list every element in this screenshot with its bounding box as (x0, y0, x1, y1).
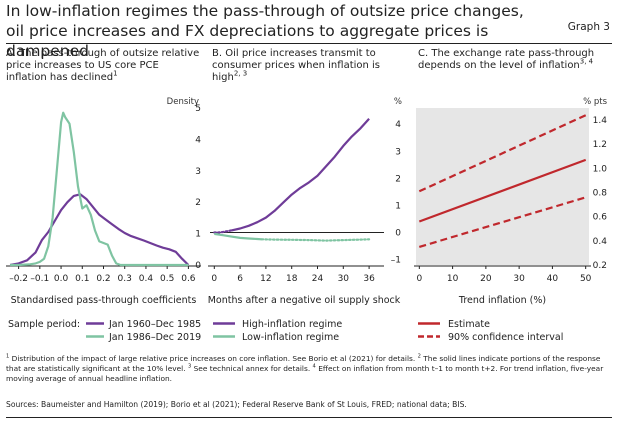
panel-a-ytick-label: 4 (195, 135, 201, 145)
panel-a-title: A. The pass-through of outsize relative … (6, 48, 201, 84)
footnote-1-marker: 1 (6, 353, 10, 360)
panel-a-unit-label: Density (167, 97, 199, 107)
panel-a-xtick-label: 0.0 (54, 274, 69, 284)
panel-c-ytick-label: 0.2 (593, 261, 607, 271)
panel-a-ytick-label: 3 (195, 167, 201, 177)
top-rule (6, 43, 612, 44)
panel-b-series-0-line-segment-0 (213, 229, 233, 234)
panel-b-legend-label-0: High-inflation regime (242, 319, 342, 330)
panel-b-unit-label: % (394, 97, 402, 107)
panel-a-ytick-label: 5 (195, 104, 201, 114)
panel-c-legend-label-1: 90% confidence interval (448, 332, 563, 343)
panel-a-xtick-label: 0.5 (160, 274, 174, 284)
footnote-4-marker: 4 (312, 363, 316, 370)
panel-b-ytick-label: 2 (395, 174, 401, 184)
panel-c-title: C. The exchange rate pass-through depend… (418, 48, 613, 72)
panel-c-title-text: C. The exchange rate pass-through depend… (418, 48, 595, 71)
panel-c-xlabel: Trend inflation (%) (458, 295, 546, 306)
panel-b-xtick-label: 18 (286, 274, 298, 284)
panel-b-ytick-label: 1 (395, 201, 401, 211)
panel-a-series-1-line (10, 111, 189, 267)
panel-b-ytick-label: –1 (391, 256, 401, 266)
panel-c-xtick-label: 40 (547, 274, 559, 284)
panel-c-series-0-line (418, 158, 587, 223)
panel-c-xtick-label: 50 (580, 274, 592, 284)
panel-b-title: B. Oil price increases transmit to consu… (212, 48, 397, 84)
footnote-4: Effect on inflation from month t–1 to mo… (6, 364, 604, 383)
panel-b-xlabel: Months after a negative oil supply shock (208, 295, 401, 306)
panel-c-ytick-label: 0.4 (593, 237, 608, 247)
panel-a-xtick-label: 0.4 (139, 274, 154, 284)
panel-b-series-1-line-segment-0 (214, 232, 262, 241)
panel-a-title-text: A. The pass-through of outsize relative … (6, 48, 200, 83)
panel-c-ytick-label: 0.6 (593, 213, 608, 223)
panel-b-ytick-label: 0 (395, 229, 401, 239)
footnote-3-marker: 3 (187, 363, 192, 370)
footnote-2-marker: 2 (417, 353, 421, 360)
panel-c-ytick-label: 1.0 (593, 164, 608, 174)
panel-a-series-0-line (9, 193, 190, 267)
panel-b-series-1-line-segment-1 (260, 238, 371, 242)
panel-a-xtick-label: 0.2 (96, 274, 110, 284)
panel-b-xtick-label: 0 (211, 274, 217, 284)
panel-a-legend-label-1: Jan 1986–Dec 2019 (108, 332, 201, 343)
footnote-1: Distribution of the impact of large rela… (11, 354, 416, 363)
panel-c-xtick-label: 30 (513, 274, 525, 284)
panel-c-legend-label-0: Estimate (448, 319, 490, 330)
panel-b-title-sup: 2, 3 (233, 69, 248, 78)
panel-c-xtick-label: 20 (480, 274, 492, 284)
panel-b-legend-label-1: Low-inflation regime (242, 332, 339, 343)
panel-b-ytick-label: 4 (395, 120, 401, 130)
panel-c-unit-label: % pts (583, 97, 608, 107)
panel-b-xtick-label: 24 (312, 274, 324, 284)
panel-c-xtick-label: 10 (447, 274, 459, 284)
footnote-3: See technical annex for details. (193, 364, 311, 373)
panel-a-legend-title: Sample period: (8, 319, 80, 330)
panel-c-ytick-label: 1.2 (593, 140, 607, 150)
panel-a-xtick-label: 0.6 (181, 274, 196, 284)
panel-a-ytick-label: 2 (195, 198, 201, 208)
panel-a-title-sup: 1 (113, 69, 118, 78)
panel-b-xtick-label: 36 (363, 274, 375, 284)
panel-c-xtick-label: 0 (416, 274, 422, 284)
panel-c-title-sup: 3, 4 (579, 57, 594, 66)
panel-c-ytick-label: 1.4 (593, 116, 608, 126)
footnote-2: The solid lines indicate portions of the… (6, 354, 601, 373)
panel-a-xtick-label: –0.1 (30, 274, 49, 284)
panel-c-plot-background (416, 108, 589, 265)
panel-a-legend-label-0: Jan 1960–Dec 1985 (108, 319, 201, 330)
panel-b-title-text: B. Oil price increases transmit to consu… (212, 48, 381, 83)
panel-a-ytick-label: 1 (195, 230, 201, 240)
panel-a-xlabel: Standardised pass-through coefficients (11, 295, 197, 306)
panel-c-series-2-line (418, 196, 587, 248)
sources: Sources: Baumeister and Hamilton (2019);… (6, 400, 467, 409)
panel-a-xtick-label: 0.1 (75, 274, 89, 284)
panel-b-xtick-label: 6 (237, 274, 243, 284)
panel-b-series-0-line-segment-1 (231, 118, 370, 232)
panel-a-xtick-label: 0.3 (118, 274, 132, 284)
panel-b-xtick-label: 30 (338, 274, 350, 284)
bottom-rule (6, 417, 612, 418)
panel-c-ytick-label: 0.8 (593, 189, 608, 199)
panel-b-xtick-label: 12 (260, 274, 271, 284)
panel-c-series-1-line (418, 114, 587, 193)
panel-a-xtick-label: –0.2 (9, 274, 28, 284)
page-title: In low-inflation regimes the pass-throug… (6, 2, 524, 60)
graph-label: Graph 3 (567, 21, 610, 33)
footnotes: 1 Distribution of the impact of large re… (6, 354, 612, 384)
panel-b-ytick-label: 3 (395, 147, 401, 157)
